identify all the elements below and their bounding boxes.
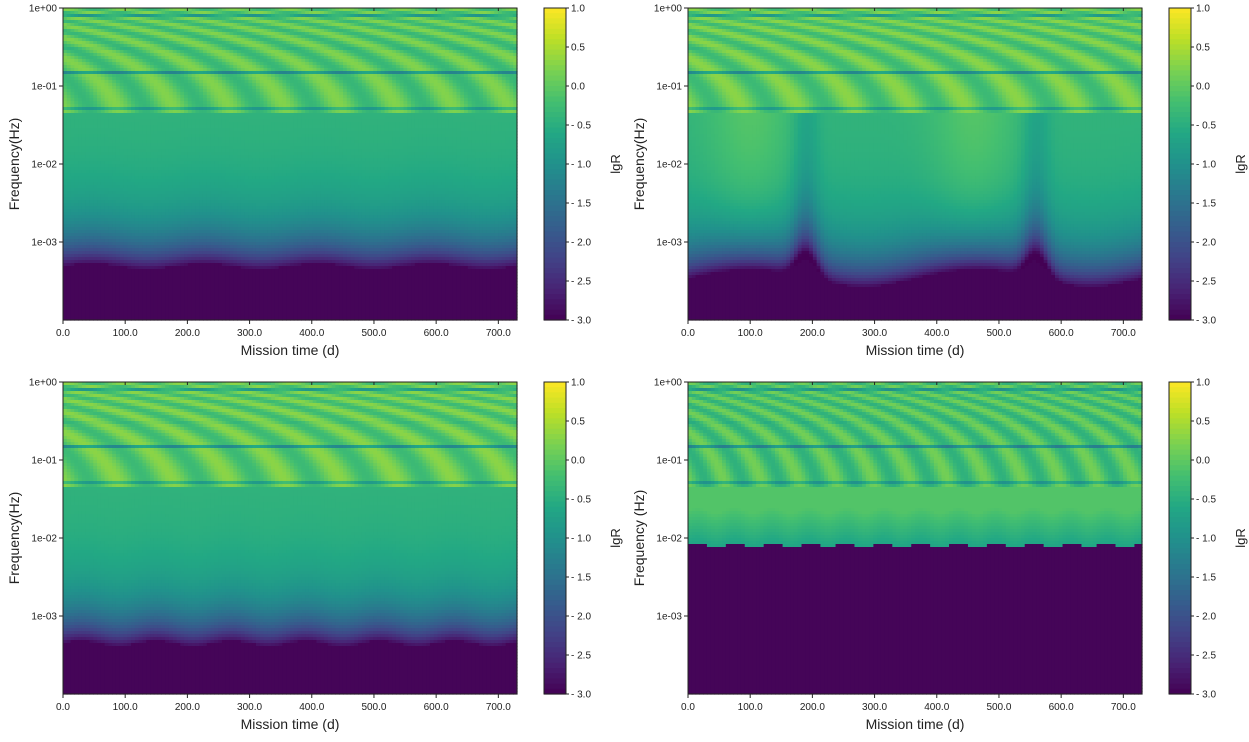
- panel-1: 0.0 100.0 200.0 300.0 400.0 500.0 600.0 700.01e…: [6, 4, 623, 359]
- panel-1-heatmap: [63, 8, 518, 321]
